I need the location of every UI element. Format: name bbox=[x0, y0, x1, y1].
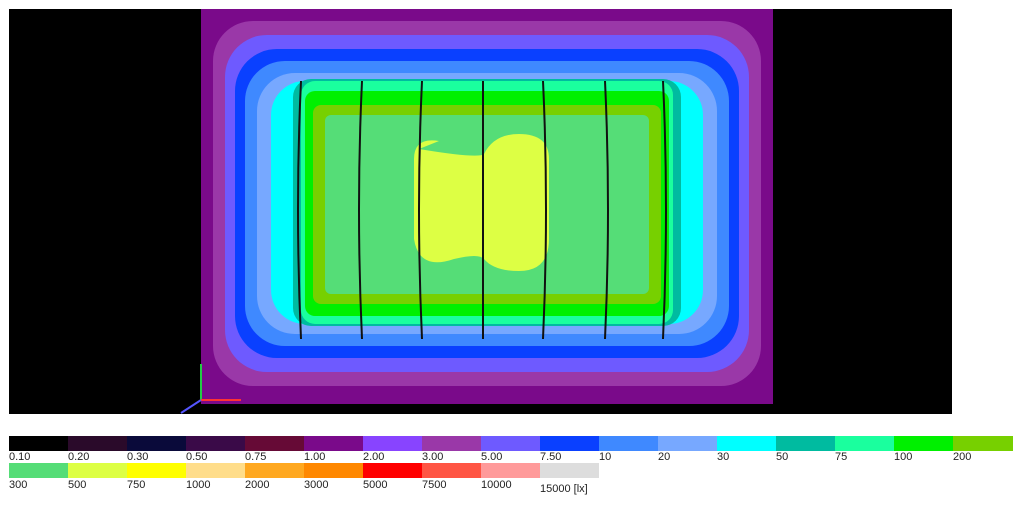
legend-label: 30 bbox=[717, 451, 730, 463]
legend-label: 0.10 bbox=[9, 451, 31, 463]
structure-line bbox=[542, 80, 547, 340]
legend-label: 10 bbox=[599, 451, 612, 463]
legend-swatch bbox=[9, 436, 68, 451]
legend-label: 3000 bbox=[304, 479, 329, 491]
structure-line bbox=[297, 80, 302, 340]
axis-z-indicator bbox=[180, 399, 202, 414]
legend-swatch bbox=[127, 463, 186, 478]
legend-label: 0.75 bbox=[245, 451, 267, 463]
legend-label: 1.00 bbox=[304, 451, 326, 463]
legend-swatch bbox=[776, 436, 835, 451]
legend-row-2 bbox=[9, 463, 599, 478]
legend-labels-row-2: 300 500 750 1000 2000 3000 5000 7500 10000 15000 … bbox=[9, 479, 609, 495]
legend-label: 75 bbox=[835, 451, 848, 463]
legend-swatch bbox=[245, 436, 304, 451]
legend-swatch bbox=[363, 436, 422, 451]
legend-swatch bbox=[540, 463, 599, 478]
legend-label: 0.30 bbox=[127, 451, 149, 463]
legend-swatch bbox=[9, 463, 68, 478]
legend-label: 3.00 bbox=[422, 451, 444, 463]
legend-swatch bbox=[68, 436, 127, 451]
legend-swatch bbox=[953, 436, 1013, 451]
legend-label: 200 bbox=[953, 451, 972, 463]
legend-label: 7500 bbox=[422, 479, 447, 491]
legend-swatch bbox=[363, 463, 422, 478]
legend-swatch bbox=[68, 463, 127, 478]
legend-swatch bbox=[894, 436, 953, 451]
structure-line bbox=[418, 80, 423, 340]
legend-swatch bbox=[599, 436, 658, 451]
legend-swatch bbox=[304, 463, 363, 478]
legend-swatch bbox=[245, 463, 304, 478]
structure-line bbox=[662, 80, 667, 340]
heatmap-zone-500 bbox=[414, 134, 549, 271]
legend-label: 5.00 bbox=[481, 451, 503, 463]
legend-swatch bbox=[127, 436, 186, 451]
legend-swatch bbox=[481, 436, 540, 451]
legend-label: 1000 bbox=[186, 479, 211, 491]
legend-swatch bbox=[658, 436, 717, 451]
legend-swatch bbox=[540, 436, 599, 451]
legend-label: 10000 bbox=[481, 479, 512, 491]
legend-row-1 bbox=[9, 436, 1013, 451]
legend-swatch bbox=[304, 436, 363, 451]
legend-swatch bbox=[422, 436, 481, 451]
legend-label: 500 bbox=[68, 479, 87, 491]
heatmap-viewport[interactable] bbox=[9, 9, 952, 414]
legend-swatch bbox=[186, 436, 245, 451]
legend-label: 100 bbox=[894, 451, 913, 463]
legend-label: 2000 bbox=[245, 479, 270, 491]
legend-label: 0.20 bbox=[68, 451, 90, 463]
legend-swatch bbox=[481, 463, 540, 478]
legend-labels-row-1: 0.10 0.20 0.30 0.50 0.75 1.00 2.00 3.00 5.00 7.50… bbox=[9, 451, 1011, 465]
legend-label: 2.00 bbox=[363, 451, 385, 463]
legend-label: 7.50 bbox=[540, 451, 562, 463]
heatmap-svg bbox=[180, 9, 773, 414]
legend-swatch bbox=[717, 436, 776, 451]
legend-label: 5000 bbox=[363, 479, 388, 491]
legend-swatch bbox=[422, 463, 481, 478]
legend-label: 15000 [lx] bbox=[540, 483, 588, 495]
legend-label: 20 bbox=[658, 451, 671, 463]
legend-swatch bbox=[186, 463, 245, 478]
legend-swatch bbox=[835, 436, 894, 451]
structure-line bbox=[358, 80, 363, 340]
legend-label: 300 bbox=[9, 479, 28, 491]
legend-label: 50 bbox=[776, 451, 789, 463]
structure-line bbox=[604, 80, 609, 340]
legend-label: 0.50 bbox=[186, 451, 208, 463]
legend-label: 750 bbox=[127, 479, 146, 491]
